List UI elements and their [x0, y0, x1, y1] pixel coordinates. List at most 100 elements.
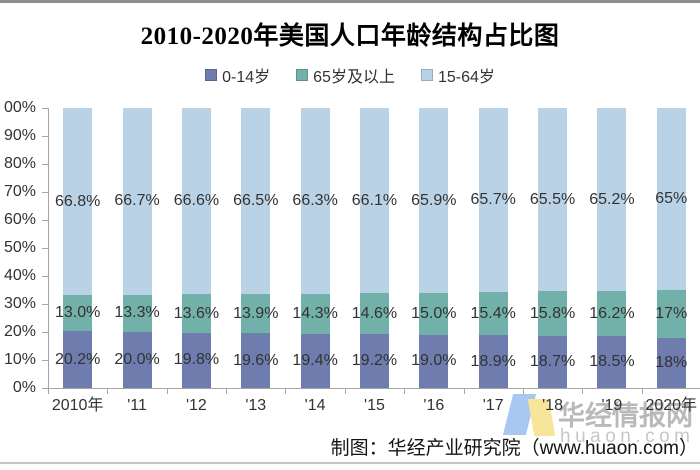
footer-credit: 制图：华经产业研究院（www.huaon.com）	[330, 438, 698, 459]
data-label: 19.2%	[351, 352, 398, 370]
bar-segment-s2	[656, 108, 686, 290]
x-axis-label: '17	[482, 397, 504, 414]
data-label: 19.4%	[292, 351, 338, 369]
data-label: 65.7%	[470, 190, 516, 208]
y-tick-label: 90%	[3, 127, 36, 144]
y-tick-mark	[42, 388, 48, 389]
legend-label: 0-14岁	[222, 69, 271, 86]
y-tick-label: 00%	[3, 99, 36, 116]
bar-segment-s0	[122, 332, 152, 388]
watermark-brand-text: 华经情报网	[558, 401, 693, 431]
data-label: 13.0%	[54, 304, 101, 322]
bar-segment-s1	[419, 292, 449, 335]
y-tick-mark	[42, 192, 48, 193]
bar-segment-s1	[478, 291, 508, 336]
y-tick-mark	[42, 332, 48, 333]
x-axis-line	[48, 388, 700, 389]
legend-label: 65岁及以上	[313, 69, 395, 86]
x-axis-label: '15	[364, 397, 385, 414]
data-label: 13.6%	[173, 304, 220, 322]
data-label: 65.2%	[589, 190, 635, 208]
x-axis-label: '13	[245, 397, 267, 414]
y-tick-mark	[42, 164, 48, 165]
legend-swatch-icon	[205, 69, 218, 81]
data-label: 19.6%	[233, 351, 279, 369]
bar-segment-s2	[241, 108, 271, 295]
x-tick-mark	[522, 388, 524, 394]
y-tick-mark	[42, 220, 48, 221]
data-label: 16.2%	[589, 304, 635, 322]
data-label: 13.3%	[114, 304, 160, 322]
bar-segment-s1	[63, 295, 93, 332]
y-tick-label: 70%	[3, 183, 36, 200]
x-tick-mark	[48, 388, 49, 394]
watermark: 华经情报网 huaon.com	[0, 3, 700, 470]
legend-label: 15-64岁	[437, 69, 495, 86]
x-tick-mark	[463, 388, 465, 394]
bar-segment-s1	[597, 290, 627, 337]
data-label: 66.1%	[351, 191, 398, 209]
y-tick-label: 30%	[3, 295, 36, 312]
data-label: 19.0%	[411, 352, 457, 370]
y-tick-mark	[42, 136, 48, 137]
bar-segment-s2	[419, 108, 449, 293]
bar-segment-s1	[181, 294, 211, 333]
x-tick-mark	[582, 388, 584, 394]
x-axis-label: 2020年	[645, 397, 698, 414]
bar-segment-s1	[656, 290, 686, 338]
bar-segment-s2	[122, 108, 152, 295]
data-label: 65%	[655, 190, 688, 207]
bottom-divider	[0, 462, 700, 464]
bar-segment-s0	[359, 334, 389, 388]
x-tick-mark	[641, 388, 643, 394]
bar-segment-s0	[597, 336, 627, 388]
x-axis-label: '11	[127, 397, 147, 414]
data-label: 20.2%	[54, 350, 101, 368]
bar-segment-s0	[419, 334, 449, 388]
data-label: 15.4%	[470, 304, 516, 322]
y-tick-label: 60%	[3, 211, 36, 228]
y-tick-label: 10%	[3, 351, 36, 368]
data-label: 19.8%	[173, 351, 220, 369]
data-label: 18.7%	[529, 352, 576, 370]
bar-segment-s1	[359, 293, 389, 335]
bar-segment-s0	[538, 335, 568, 388]
x-tick-mark	[166, 388, 168, 394]
x-axis-label: '12	[185, 397, 207, 414]
y-axis-line	[48, 108, 49, 388]
x-tick-mark	[285, 388, 287, 394]
data-label: 13.9%	[233, 304, 279, 322]
watermark-domain-text: huaon.com	[560, 426, 695, 447]
bar-segment-s2	[359, 108, 389, 294]
legend-swatch-icon	[420, 69, 433, 81]
bar-segment-s0	[63, 331, 93, 388]
bar-segment-s2	[181, 108, 211, 295]
y-tick-mark	[42, 360, 48, 361]
bar-segment-s0	[241, 333, 271, 388]
data-label: 18.5%	[589, 353, 635, 371]
y-tick-mark	[42, 248, 48, 249]
y-tick-label: 40%	[3, 267, 36, 284]
data-label: 65.5%	[529, 190, 576, 208]
x-tick-mark	[226, 388, 228, 394]
data-label: 15.8%	[529, 304, 576, 322]
x-axis-label: '16	[423, 397, 445, 414]
y-tick-label: 20%	[3, 323, 36, 340]
data-label: 65.9%	[411, 191, 457, 209]
y-tick-mark	[42, 108, 48, 109]
legend-item-s2: 15-64岁	[420, 63, 495, 87]
y-tick-mark	[42, 304, 48, 305]
bar-segment-s2	[538, 108, 568, 292]
y-tick-label: 0%	[12, 379, 36, 396]
data-label: 18.9%	[470, 352, 516, 370]
x-tick-mark	[404, 388, 406, 394]
x-axis-label: '18	[542, 397, 563, 414]
bar-segment-s1	[538, 291, 568, 336]
bar-segment-s2	[63, 108, 93, 296]
data-label: 20.0%	[114, 351, 160, 368]
y-tick-label: 50%	[3, 239, 36, 256]
data-label: 66.6%	[173, 192, 220, 210]
data-label: 18%	[655, 353, 688, 371]
data-label: 17%	[655, 304, 688, 322]
legend-swatch-icon	[296, 69, 309, 81]
